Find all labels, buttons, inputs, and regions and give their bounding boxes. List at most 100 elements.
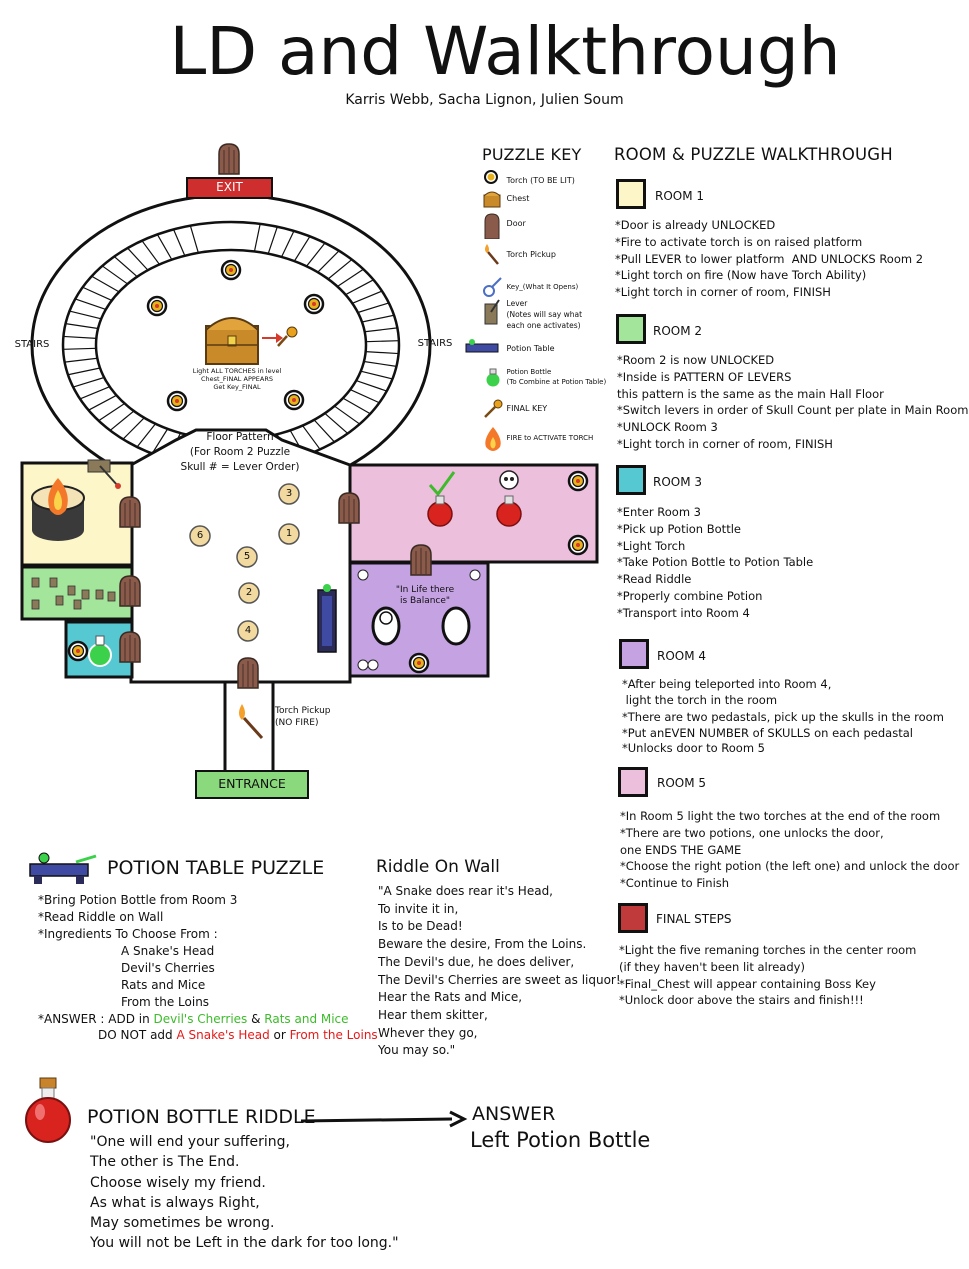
chest-note: Light ALL TORCHES in level Chest_FINAL A… — [192, 367, 282, 391]
stair-step — [363, 360, 397, 367]
torch-unlit-icon — [220, 259, 242, 281]
check-icon — [428, 471, 456, 497]
entrance-corridor — [223, 680, 275, 774]
potion-bottle-icon — [427, 495, 453, 527]
stair-step — [360, 370, 393, 380]
key-door: Door — [482, 213, 526, 240]
stair-step — [75, 298, 107, 310]
stair-step — [151, 428, 169, 454]
door-icon — [338, 492, 360, 524]
door-icon — [218, 143, 240, 175]
stair-step — [357, 302, 390, 314]
stair-step — [88, 394, 117, 411]
stairs-left-label: STAIRS — [14, 339, 50, 350]
door-icon — [119, 575, 141, 607]
stair-step — [172, 229, 186, 256]
key-fire: FIRE to ACTIVATE TORCH — [482, 427, 593, 451]
plate-number: 3 — [285, 488, 293, 499]
stair-step — [113, 256, 138, 278]
floor-pattern-note: Floor Pattern (For Room 2 Puzzle Skull #… — [180, 431, 300, 473]
room-3-swatch — [616, 465, 646, 495]
stair-step — [337, 268, 364, 288]
bottle-riddle-title: POTION BOTTLE RIDDLE — [87, 1106, 316, 1128]
door-icon — [119, 496, 141, 528]
key-potion-bottle: Potion Bottle (To Combine at Potion Tabl… — [482, 367, 606, 389]
stair-step — [72, 376, 105, 388]
torch-pickup-note: Torch Pickup (NO FIRE) — [275, 706, 331, 728]
torch-unlit-icon — [303, 293, 325, 315]
page-title: LD and Walkthrough — [169, 13, 841, 90]
room-3-name: ROOM 3 — [653, 475, 703, 489]
door-icon — [410, 544, 432, 576]
final-name: FINAL STEPS — [656, 912, 732, 926]
stair-step — [306, 242, 326, 267]
stair-step — [69, 310, 102, 320]
room-5 — [348, 463, 599, 564]
potion-bottle-icon — [88, 635, 112, 667]
potion-answer-not: DO NOT add A Snake's Head or From the Lo… — [98, 1028, 378, 1042]
potion-bottle-icon — [482, 367, 504, 389]
torch-unlit-icon — [408, 652, 430, 674]
stair-step — [109, 410, 135, 431]
potion-table-icon — [317, 584, 337, 653]
torch-unlit-icon — [146, 295, 168, 317]
lever-icon — [31, 599, 40, 610]
stair-step — [65, 323, 99, 330]
room-4-swatch — [619, 639, 649, 669]
floor-plate — [237, 620, 259, 642]
walkthrough-title: ROOM & PUZZLE WALKTHROUGH — [614, 145, 893, 164]
entrance-label: ENTRANCE — [218, 776, 286, 791]
chest-icon — [205, 317, 259, 365]
lever-icon — [81, 589, 90, 600]
lever-icon — [67, 585, 76, 596]
stair-step — [136, 423, 156, 448]
stair-step — [327, 259, 353, 280]
potion-table-lines: *Bring Potion Bottle from Room 3 *Read Ri… — [38, 893, 238, 941]
key-potion-table: Potion Table — [462, 338, 555, 360]
key-lever: Lever (Notes will say what each one acti… — [482, 298, 582, 331]
plate-number: 5 — [243, 551, 251, 562]
riddle-wall-lines: "A Snake does rear it's Head, To invite i… — [378, 884, 621, 1058]
stair-step — [342, 397, 371, 415]
key-chest: Chest — [482, 188, 529, 210]
stair-step — [98, 402, 125, 422]
stair-step — [364, 327, 398, 333]
stair-step — [365, 351, 399, 355]
stair-step — [64, 357, 98, 363]
torch-unlit-icon — [166, 390, 188, 412]
potion-table-title: POTION TABLE PUZZLE — [107, 857, 325, 879]
authors: Karris Webb, Sacha Lignon, Julien Soum — [345, 92, 624, 108]
pedestal-left — [371, 606, 401, 646]
stair-step — [302, 425, 321, 450]
room-2 — [20, 565, 134, 621]
skull-icon — [499, 470, 519, 490]
exit-label: EXIT — [216, 180, 243, 194]
lever-icon — [55, 595, 64, 606]
floor-plates — [189, 483, 300, 642]
room-4-steps: *After being teleported into Room 4, lig… — [622, 677, 944, 755]
answer-value: Left Potion Bottle — [470, 1128, 651, 1152]
bottle-riddle-lines: "One will end your suffering, The other i… — [90, 1134, 399, 1252]
lever-icon — [95, 589, 104, 600]
floor-plate — [278, 483, 300, 505]
potion-table-icon — [462, 338, 504, 360]
final-steps: *Light the five remaning torches in the … — [619, 943, 917, 1008]
stair-step — [355, 380, 387, 392]
plate-number: 1 — [285, 528, 293, 539]
stair-step — [79, 386, 110, 400]
room-2-swatch — [616, 314, 646, 344]
torch-unlit-icon — [482, 170, 504, 192]
torch-pickup-icon — [239, 704, 264, 740]
stair-step — [334, 405, 361, 425]
stair-step — [63, 347, 97, 350]
lever-icon — [107, 591, 116, 602]
stair-step — [63, 335, 97, 339]
potion-table-icon — [26, 850, 100, 890]
room-5-name: ROOM 5 — [657, 776, 707, 790]
stairs-right-label: STAIRS — [417, 338, 453, 349]
arrow-icon — [262, 333, 283, 343]
lever-icon — [31, 577, 116, 610]
arrow-icon — [300, 1110, 468, 1128]
room-2-name: ROOM 2 — [653, 324, 703, 338]
